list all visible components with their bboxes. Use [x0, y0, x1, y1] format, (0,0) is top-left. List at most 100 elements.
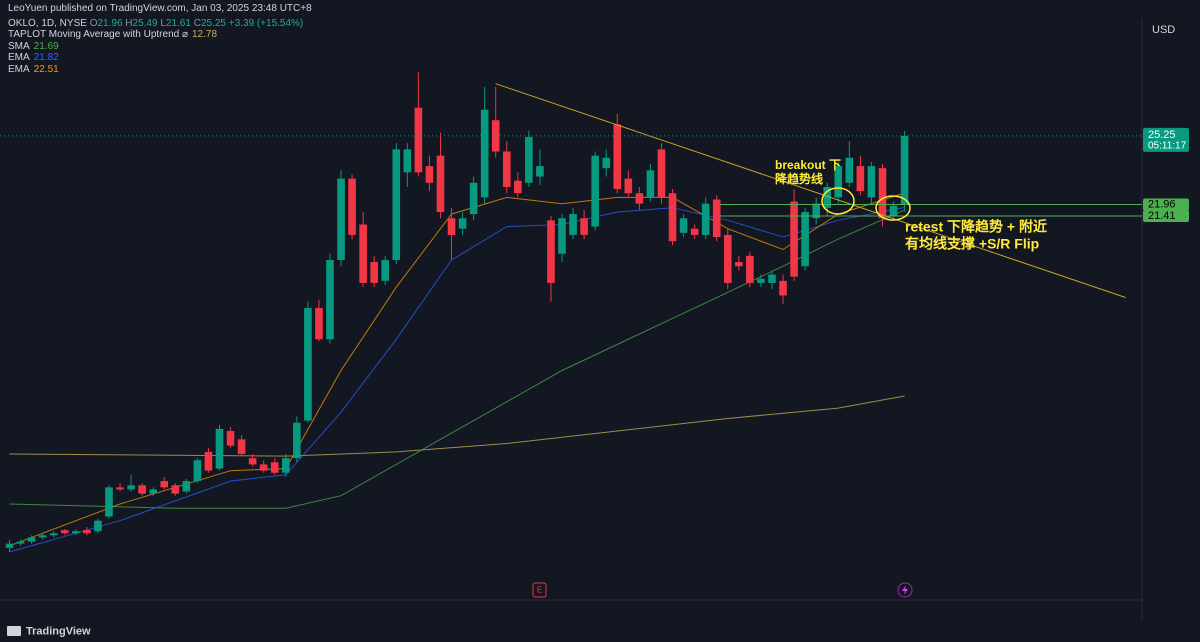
candle-body — [83, 530, 91, 534]
candle-body — [458, 218, 467, 229]
candle-body — [293, 422, 301, 459]
last-price-label: 25.25 — [1148, 129, 1176, 141]
legend-value: 12.78 — [192, 29, 218, 40]
ohlc-value: 21.96 — [97, 17, 123, 29]
candle-body — [845, 157, 854, 183]
candle-body — [867, 166, 876, 198]
candle-body — [712, 199, 721, 238]
last-price-tag — [1143, 127, 1189, 152]
candle-body — [94, 520, 102, 532]
candle-body — [381, 259, 390, 281]
candle-body — [138, 485, 146, 494]
candle-body — [414, 107, 423, 173]
legend-name: EMA — [8, 52, 30, 63]
candle-body — [337, 178, 345, 260]
candle-body — [5, 543, 14, 548]
candle-body — [723, 234, 732, 283]
candle-body — [193, 460, 202, 482]
legend-entry: EMA 21.82 — [8, 52, 312, 64]
candle-body — [403, 149, 412, 173]
candle-body — [237, 439, 246, 454]
candle-body — [679, 218, 688, 233]
level-label: 21.96 — [1148, 198, 1176, 210]
candle-body — [878, 168, 887, 219]
ohlc-value: 21.61 — [165, 17, 191, 29]
candle-body — [149, 489, 157, 494]
candle-body — [779, 280, 787, 296]
highlight-ellipse — [821, 187, 855, 215]
legend-entry: TAPLOT Moving Average with Uptrend ⌀ 12.7… — [8, 29, 312, 41]
candle-body — [812, 203, 820, 219]
candle-body — [226, 431, 235, 446]
candle-body — [889, 205, 898, 217]
ohlc-label: L — [160, 17, 166, 29]
change: +3.39 (+15.54%) — [228, 17, 304, 29]
candle-body — [171, 485, 180, 494]
candle-body — [735, 262, 743, 267]
legend-name: TAPLOT Moving Average with Uptrend ⌀ — [8, 29, 188, 40]
candle-body — [392, 149, 401, 260]
candle-body — [281, 458, 290, 473]
annotation: 降趋势线 — [775, 171, 823, 186]
candle-body — [690, 228, 699, 235]
countdown: 05:11:17 — [1148, 141, 1187, 152]
annotation: breakout 下 — [775, 158, 841, 172]
level-tag — [1143, 198, 1189, 211]
candle-body — [834, 166, 843, 198]
candle-body — [536, 166, 544, 177]
candle-body — [359, 224, 367, 283]
candle-body — [525, 136, 533, 183]
candle-body — [823, 186, 832, 208]
candle-body — [49, 533, 58, 536]
candle-body — [215, 428, 224, 469]
legend-entry: SMA 21.69 — [8, 41, 312, 53]
moving-average-line — [9, 192, 905, 547]
legend-value: 22.51 — [33, 63, 59, 75]
candle-body — [72, 531, 80, 534]
candle-body — [491, 120, 500, 152]
candle-body — [580, 218, 588, 235]
legend-entry: EMA 22.51 — [8, 64, 312, 76]
candle-body — [60, 530, 69, 534]
event-icon — [897, 582, 913, 598]
earnings-icon-glyph: E — [537, 586, 542, 595]
currency: USD — [1152, 24, 1175, 36]
candle-body — [38, 535, 47, 538]
footer-bar — [0, 620, 1200, 642]
ohlc-label: O — [89, 17, 98, 29]
candle-body — [182, 481, 191, 492]
highlight-ellipse — [875, 195, 911, 221]
candle-body — [746, 255, 754, 283]
candle-body — [270, 462, 279, 473]
candle-body — [315, 307, 323, 340]
candle-body — [160, 481, 169, 488]
candle-body — [514, 180, 522, 194]
candle-body — [304, 307, 312, 421]
published: LeoYuen published on TradingView.com, Ja… — [8, 3, 312, 14]
annotation: 有均线支撑 +S/R Flip — [905, 236, 1039, 252]
legend-value: 21.82 — [33, 52, 59, 63]
candle-body — [105, 487, 113, 517]
candle-body — [856, 166, 865, 192]
trendline — [495, 83, 1126, 299]
legend-name: EMA — [8, 63, 30, 75]
candle-body — [790, 201, 798, 277]
ohlc-label: H — [125, 17, 133, 29]
legend: LeoYuen published on TradingView.com, Ja… — [8, 3, 312, 75]
candle-body — [602, 157, 611, 169]
candle-body — [127, 485, 135, 490]
annotation: retest 下降趋势 + 附近 — [905, 219, 1047, 235]
candle-body — [657, 149, 666, 198]
candle-body — [668, 193, 677, 242]
moving-average-line — [9, 209, 905, 509]
candle-body — [558, 218, 566, 254]
level-tag — [1143, 209, 1189, 222]
candle-body — [768, 274, 776, 283]
ohlc-value: 25.49 — [132, 17, 158, 29]
ohlc-label: C — [193, 17, 201, 29]
ohlc-value: 25.25 — [200, 17, 226, 29]
candle-body — [502, 151, 511, 187]
ma-legend: TAPLOT Moving Average with Uptrend ⌀ 12.7… — [8, 29, 312, 75]
candle-body — [116, 487, 124, 490]
